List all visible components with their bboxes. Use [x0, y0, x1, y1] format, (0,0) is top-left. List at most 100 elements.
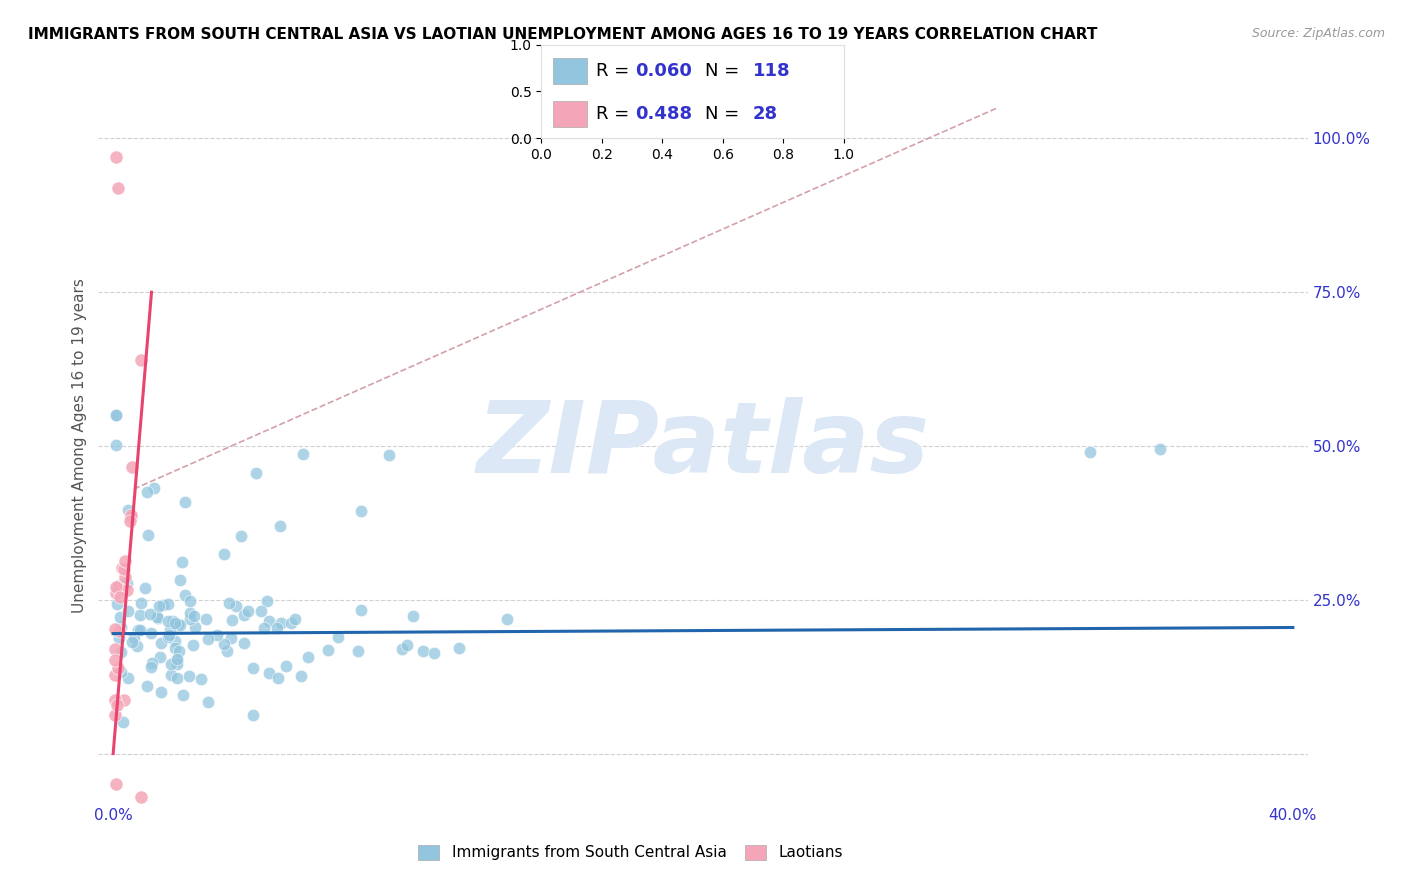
Point [125, 639, 148, 653]
Point [117, 503, 139, 517]
Point [120, 509, 142, 524]
Point [197, 632, 219, 647]
Point [166, 671, 188, 685]
Point [166, 657, 188, 672]
Point [395, 638, 418, 652]
Point [401, 609, 423, 624]
Point [157, 630, 180, 644]
Bar [554, 101, 586, 127]
Point [107, 661, 129, 675]
Point [174, 589, 197, 603]
Point [141, 660, 163, 674]
Point [107, 624, 129, 638]
Point [112, 715, 135, 730]
Point [194, 612, 217, 626]
Point [145, 609, 167, 624]
Point [276, 659, 298, 673]
Point [266, 671, 288, 685]
Point [212, 547, 235, 561]
Point [290, 668, 312, 682]
Point [120, 514, 142, 528]
Point [129, 607, 152, 622]
Point [259, 615, 281, 629]
Text: N =: N = [704, 105, 745, 123]
Point [170, 556, 193, 570]
Point [135, 679, 157, 693]
Point [149, 650, 172, 665]
Point [242, 707, 264, 722]
Point [122, 631, 145, 645]
Point [162, 614, 184, 628]
Point [257, 666, 280, 681]
Point [280, 616, 302, 631]
Point [391, 642, 413, 657]
Y-axis label: Unemployment Among Ages 16 to 19 years: Unemployment Among Ages 16 to 19 years [72, 278, 87, 614]
Point [146, 611, 169, 625]
Point [121, 459, 143, 474]
Point [218, 596, 240, 610]
Point [181, 638, 204, 652]
Point [112, 693, 135, 707]
Point [378, 448, 401, 462]
Point [249, 604, 271, 618]
Point [166, 654, 188, 668]
Point [166, 651, 188, 665]
Text: 28: 28 [754, 105, 778, 123]
Point [256, 593, 278, 607]
Point [110, 620, 132, 634]
Point [127, 623, 149, 637]
Point [179, 669, 201, 683]
Point [412, 644, 434, 658]
Point [169, 618, 191, 632]
Text: ZIPatlas: ZIPatlas [477, 398, 929, 494]
Point [107, 578, 129, 592]
Point [104, 580, 127, 594]
Point [117, 671, 139, 685]
Point [131, 353, 153, 368]
Text: 0.488: 0.488 [636, 105, 692, 123]
Point [233, 636, 256, 650]
Point [219, 631, 242, 645]
Point [350, 504, 373, 518]
Point [179, 611, 201, 625]
Point [134, 582, 156, 596]
Point [108, 632, 131, 646]
Point [212, 637, 235, 651]
Point [157, 614, 180, 628]
Point [104, 653, 127, 667]
Point [142, 481, 165, 495]
Point [253, 621, 276, 635]
Point [165, 641, 187, 656]
Point [107, 180, 129, 194]
Point [163, 616, 186, 631]
Point [318, 643, 340, 657]
Point [159, 657, 181, 671]
Point [117, 604, 139, 618]
Point [107, 597, 129, 611]
Point [120, 508, 142, 522]
Point [118, 510, 141, 524]
Point [108, 609, 131, 624]
Point [159, 623, 181, 637]
Point [114, 570, 136, 584]
Point [105, 698, 128, 712]
Point [236, 604, 259, 618]
Point [110, 665, 132, 679]
Point [245, 467, 267, 481]
Point [225, 599, 247, 614]
Text: R =: R = [596, 105, 634, 123]
Point [165, 634, 187, 648]
Point [172, 688, 194, 702]
Text: Source: ZipAtlas.com: Source: ZipAtlas.com [1251, 27, 1385, 40]
Point [136, 528, 159, 542]
Point [173, 494, 195, 508]
Point [328, 630, 350, 644]
Point [117, 576, 139, 591]
Point [129, 596, 152, 610]
Point [1078, 445, 1101, 459]
Point [104, 622, 127, 636]
Point [150, 636, 173, 650]
Point [105, 409, 128, 423]
Point [1149, 442, 1171, 457]
Point [105, 438, 128, 452]
